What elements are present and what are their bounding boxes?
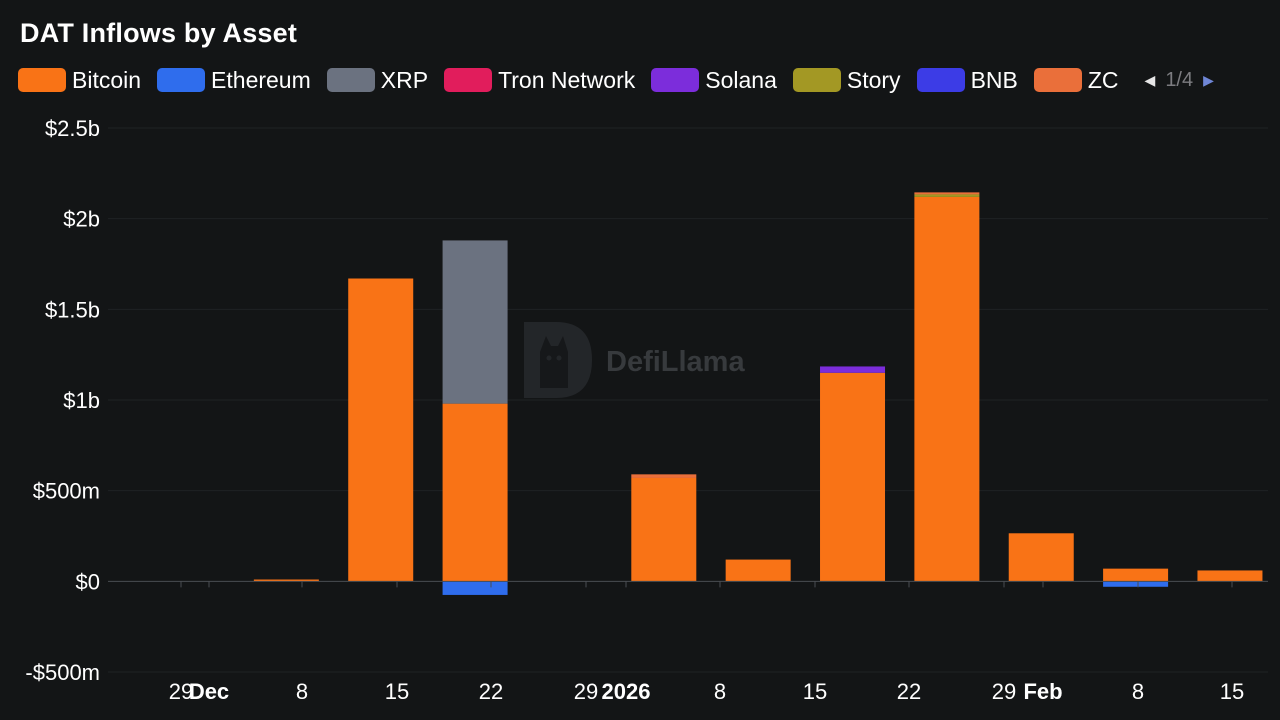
y-tick-label: -$500m bbox=[25, 660, 100, 685]
bar-segment-bitcoin[interactable] bbox=[914, 196, 980, 582]
x-tick-label: Dec bbox=[189, 679, 229, 704]
x-tick-label: 15 bbox=[803, 679, 827, 704]
y-tick-label: $0 bbox=[76, 569, 100, 594]
bar-segment-zc[interactable] bbox=[914, 192, 980, 195]
legend-label: ZC bbox=[1087, 66, 1119, 93]
bar-segment-bitcoin[interactable] bbox=[820, 372, 886, 582]
bar-segment-story[interactable] bbox=[914, 194, 980, 197]
legend: Bitcoin Ethereum XRP Tron Network Solana Stor… bbox=[18, 64, 1220, 96]
watermark: DefiLlama bbox=[524, 322, 745, 398]
legend-label: Ethereum bbox=[211, 66, 311, 93]
legend-item-tron-network[interactable]: Tron Network bbox=[444, 67, 635, 94]
bar-segment-bitcoin[interactable] bbox=[1197, 570, 1263, 582]
y-tick-label: $1.5b bbox=[45, 297, 100, 322]
x-tick-label: 22 bbox=[897, 679, 921, 704]
x-tick-label: 8 bbox=[296, 679, 308, 704]
legend-items: Bitcoin Ethereum XRP Tron Network Solana Stor… bbox=[18, 67, 1135, 94]
legend-item-xrp[interactable]: XRP bbox=[326, 66, 429, 94]
grid-lines bbox=[108, 127, 1268, 673]
legend-swatch bbox=[157, 68, 206, 92]
llama-logo-icon bbox=[524, 322, 592, 398]
legend-swatch bbox=[444, 68, 493, 92]
bar-segment-ethereum[interactable] bbox=[442, 581, 508, 595]
legend-swatch bbox=[792, 68, 841, 92]
legend-next-page-button[interactable]: ▶ bbox=[1203, 71, 1214, 88]
x-tick-label: 29 bbox=[574, 679, 598, 704]
legend-page-indicator: 1/4 bbox=[1165, 68, 1194, 91]
bar-segment-bitcoin[interactable] bbox=[1008, 533, 1074, 582]
x-tick-label: 2026 bbox=[602, 679, 651, 704]
y-axis: $2.5b $2b $1.5b $1b $500m $0 -$500m bbox=[25, 116, 100, 685]
legend-swatch bbox=[18, 68, 66, 92]
legend-swatch bbox=[916, 68, 965, 92]
chart-title: DAT Inflows by Asset bbox=[20, 18, 298, 48]
bar-segment-bitcoin[interactable] bbox=[1103, 568, 1169, 582]
bars bbox=[253, 192, 1263, 595]
bar-segment-xrp[interactable] bbox=[442, 240, 508, 404]
legend-prev-page-button[interactable]: ◀ bbox=[1144, 71, 1156, 88]
y-tick-label: $2.5b bbox=[45, 116, 100, 141]
legend-swatch bbox=[1033, 68, 1082, 92]
legend-swatch bbox=[651, 68, 700, 92]
legend-label: Tron Network bbox=[498, 66, 636, 93]
x-tick-label: Feb bbox=[1023, 679, 1062, 704]
legend-swatch bbox=[326, 68, 375, 92]
watermark-text: DefiLlama bbox=[606, 346, 745, 378]
legend-pager: ◀ 1/4 ▶ bbox=[1139, 69, 1220, 92]
x-tick-label: 22 bbox=[479, 679, 503, 704]
axes bbox=[108, 580, 1268, 588]
bar-segment-bitcoin[interactable] bbox=[348, 278, 414, 582]
x-tick-label: 15 bbox=[1220, 679, 1244, 704]
legend-label: Bitcoin bbox=[72, 66, 142, 93]
legend-label: Story bbox=[846, 66, 901, 93]
bar-segment-bitcoin[interactable] bbox=[442, 403, 508, 582]
legend-label: XRP bbox=[380, 66, 429, 93]
x-tick-label: 29 bbox=[169, 679, 193, 704]
y-tick-label: $500m bbox=[33, 479, 100, 504]
legend-item-story[interactable]: Story bbox=[792, 66, 901, 94]
legend-item-bitcoin[interactable]: Bitcoin bbox=[18, 67, 141, 94]
legend-item-ethereum[interactable]: Ethereum bbox=[157, 67, 311, 94]
y-tick-label: $2b bbox=[63, 207, 100, 232]
legend-label: BNB bbox=[970, 66, 1018, 93]
legend-label: Solana bbox=[705, 66, 777, 93]
bar-segment-solana[interactable] bbox=[820, 366, 886, 373]
legend-item-zc[interactable]: ZC bbox=[1033, 66, 1119, 94]
x-tick-label: 8 bbox=[1132, 679, 1144, 704]
legend-item-solana[interactable]: Solana bbox=[651, 67, 777, 94]
x-tick-label: 15 bbox=[385, 679, 409, 704]
bar-segment-ethereum[interactable] bbox=[1103, 581, 1169, 587]
bar-segment-bitcoin[interactable] bbox=[253, 579, 319, 582]
bar-segment-bitcoin[interactable] bbox=[631, 477, 697, 582]
legend-item-bnb[interactable]: BNB bbox=[916, 66, 1018, 94]
x-tick-label: 29 bbox=[992, 679, 1016, 704]
bar-segment-zc[interactable] bbox=[631, 474, 697, 478]
bar-segment-bitcoin[interactable] bbox=[725, 559, 791, 582]
y-tick-label: $1b bbox=[63, 388, 100, 413]
x-tick-label: 8 bbox=[714, 679, 726, 704]
